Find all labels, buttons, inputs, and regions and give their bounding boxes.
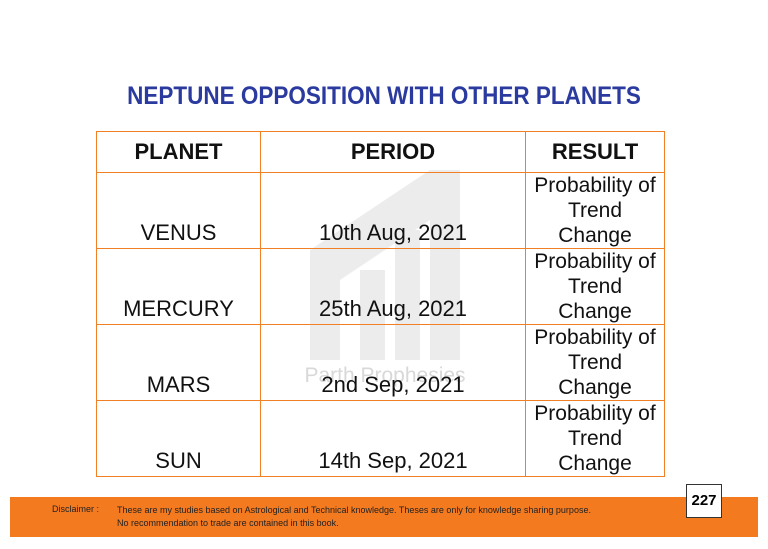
page-number: 227: [686, 484, 722, 518]
cell: Probability of Trend Change: [525, 324, 665, 401]
cell: 25th Aug, 2021: [260, 248, 526, 325]
disclaimer-line: These are my studies based on Astrologic…: [117, 505, 591, 515]
cell: 2nd Sep, 2021: [260, 324, 526, 401]
cell: SUN: [96, 400, 261, 477]
column-header: PLANET: [96, 131, 261, 173]
cell: MARS: [96, 324, 261, 401]
disclaimer-line: No recommendation to trade are contained…: [117, 518, 339, 528]
planet-table: PLANET PERIOD RESULT VENUS 10th Aug, 2021…: [96, 131, 665, 477]
cell: 14th Sep, 2021: [260, 400, 526, 477]
cell: 10th Aug, 2021: [260, 172, 526, 249]
title: NEPTUNE OPPOSITION WITH OTHER PLANETS: [127, 82, 641, 110]
column-header: PERIOD: [260, 131, 526, 173]
disclaimer: These are my studies based on Astrologic…: [117, 504, 591, 530]
cell: Probability of Trend Change: [525, 172, 665, 249]
cell: MERCURY: [96, 248, 261, 325]
footer-bar: [10, 497, 758, 537]
cell: Probability of Trend Change: [525, 248, 665, 325]
disclaimer-label: Disclaimer :: [52, 504, 100, 514]
column-header: RESULT: [525, 131, 665, 173]
cell: VENUS: [96, 172, 261, 249]
cell: Probability of Trend Change: [525, 400, 665, 477]
